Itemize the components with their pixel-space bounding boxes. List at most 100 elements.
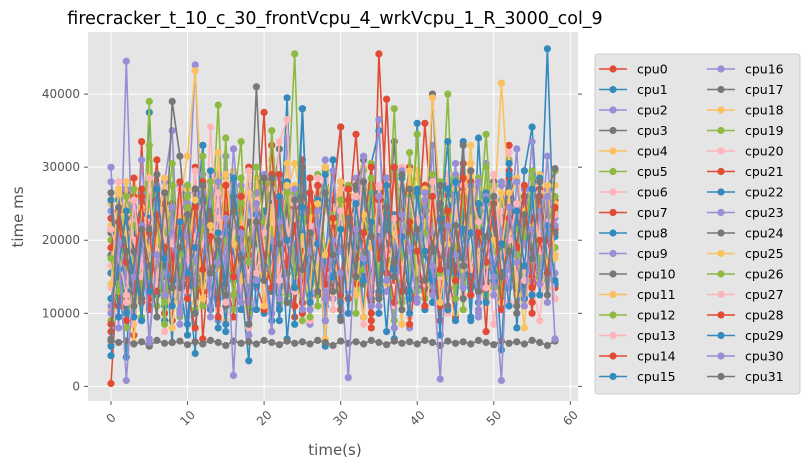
legend-label: cpu28 bbox=[745, 308, 784, 323]
data-point bbox=[413, 295, 421, 303]
data-point bbox=[360, 313, 368, 321]
data-point bbox=[291, 284, 299, 292]
legend-swatch-marker bbox=[609, 147, 617, 155]
data-point bbox=[383, 341, 391, 349]
legend-swatch-marker bbox=[717, 106, 725, 114]
data-point bbox=[428, 338, 437, 347]
legend-label: cpu29 bbox=[745, 328, 784, 343]
data-point bbox=[406, 320, 414, 328]
data-point bbox=[390, 105, 398, 113]
legend-swatch-marker bbox=[609, 229, 617, 237]
data-point bbox=[252, 269, 260, 277]
data-point bbox=[229, 306, 238, 314]
data-point bbox=[252, 276, 260, 284]
data-point bbox=[428, 244, 437, 252]
data-point bbox=[130, 174, 138, 182]
data-point bbox=[252, 83, 260, 91]
legend-label: cpu7 bbox=[637, 205, 668, 220]
data-point bbox=[543, 269, 552, 277]
data-point bbox=[237, 298, 245, 306]
data-point bbox=[214, 101, 222, 109]
data-point bbox=[306, 298, 314, 306]
data-point bbox=[275, 192, 283, 200]
data-point bbox=[474, 178, 483, 186]
x-tick-label: 60 bbox=[560, 408, 581, 429]
data-point bbox=[214, 313, 222, 321]
data-point bbox=[497, 291, 505, 299]
data-point bbox=[513, 338, 521, 346]
data-point bbox=[130, 340, 138, 348]
axis-ticks: 0 10 20 30 40 50 60 0 10000 20000 30000 40000 bbox=[42, 87, 582, 429]
data-point bbox=[451, 159, 460, 168]
data-point bbox=[191, 309, 199, 317]
data-point bbox=[383, 276, 391, 284]
data-point bbox=[321, 156, 329, 164]
data-point bbox=[344, 374, 352, 382]
data-point bbox=[206, 178, 215, 186]
data-point bbox=[551, 254, 559, 263]
data-point bbox=[314, 174, 322, 182]
data-point bbox=[298, 338, 306, 346]
data-point bbox=[229, 313, 238, 321]
data-point bbox=[398, 339, 406, 347]
legend: cpu0 cpu1 cpu2 cpu3 cpu4 cpu5 cpu6 cpu7 cpu8 cpu9… bbox=[594, 53, 801, 395]
data-point bbox=[444, 302, 452, 310]
data-point bbox=[237, 192, 245, 200]
legend-swatch-marker bbox=[717, 85, 725, 94]
data-point bbox=[122, 376, 130, 385]
data-point bbox=[367, 317, 375, 325]
legend-label: cpu19 bbox=[745, 123, 784, 138]
legend-item: cpu23 bbox=[707, 205, 784, 220]
data-point bbox=[314, 181, 322, 189]
data-point bbox=[421, 196, 429, 204]
data-point bbox=[268, 127, 276, 135]
data-point bbox=[428, 192, 437, 200]
data-point bbox=[222, 341, 230, 350]
data-point bbox=[490, 291, 498, 299]
data-point bbox=[497, 376, 505, 385]
data-point bbox=[505, 141, 513, 149]
data-point bbox=[283, 189, 291, 197]
data-point bbox=[222, 291, 230, 299]
data-point bbox=[107, 280, 115, 288]
data-point bbox=[268, 174, 276, 182]
data-point bbox=[375, 181, 383, 189]
data-point bbox=[122, 324, 130, 332]
legend-label: cpu16 bbox=[745, 62, 784, 77]
data-point bbox=[168, 203, 176, 211]
legend-swatch-marker bbox=[717, 65, 725, 73]
data-point bbox=[245, 258, 253, 266]
data-point bbox=[191, 196, 199, 204]
data-point bbox=[337, 225, 345, 233]
data-point bbox=[161, 339, 169, 347]
data-point bbox=[444, 90, 452, 98]
data-point bbox=[183, 341, 192, 349]
data-point bbox=[168, 127, 176, 135]
data-point bbox=[520, 340, 529, 348]
data-point bbox=[168, 159, 176, 168]
data-point bbox=[291, 50, 299, 58]
data-point bbox=[306, 189, 314, 197]
data-point bbox=[421, 119, 429, 127]
data-point bbox=[260, 276, 268, 284]
data-point bbox=[206, 313, 215, 321]
data-point bbox=[337, 207, 345, 215]
data-point bbox=[528, 174, 536, 182]
data-point bbox=[229, 207, 238, 215]
data-point bbox=[122, 57, 130, 65]
data-point bbox=[252, 306, 260, 314]
data-point bbox=[153, 156, 161, 164]
data-point bbox=[199, 295, 207, 303]
legend-item: cpu31 bbox=[707, 369, 784, 384]
data-point bbox=[222, 214, 230, 222]
data-point bbox=[115, 324, 123, 332]
data-point bbox=[505, 247, 513, 255]
data-point bbox=[275, 170, 283, 179]
legend-label: cpu21 bbox=[745, 164, 784, 179]
legend-swatch-marker bbox=[717, 249, 725, 258]
legend-label: cpu17 bbox=[745, 82, 784, 97]
data-point bbox=[107, 352, 115, 360]
data-point bbox=[406, 167, 414, 175]
data-point bbox=[367, 233, 375, 241]
data-point bbox=[383, 328, 391, 336]
